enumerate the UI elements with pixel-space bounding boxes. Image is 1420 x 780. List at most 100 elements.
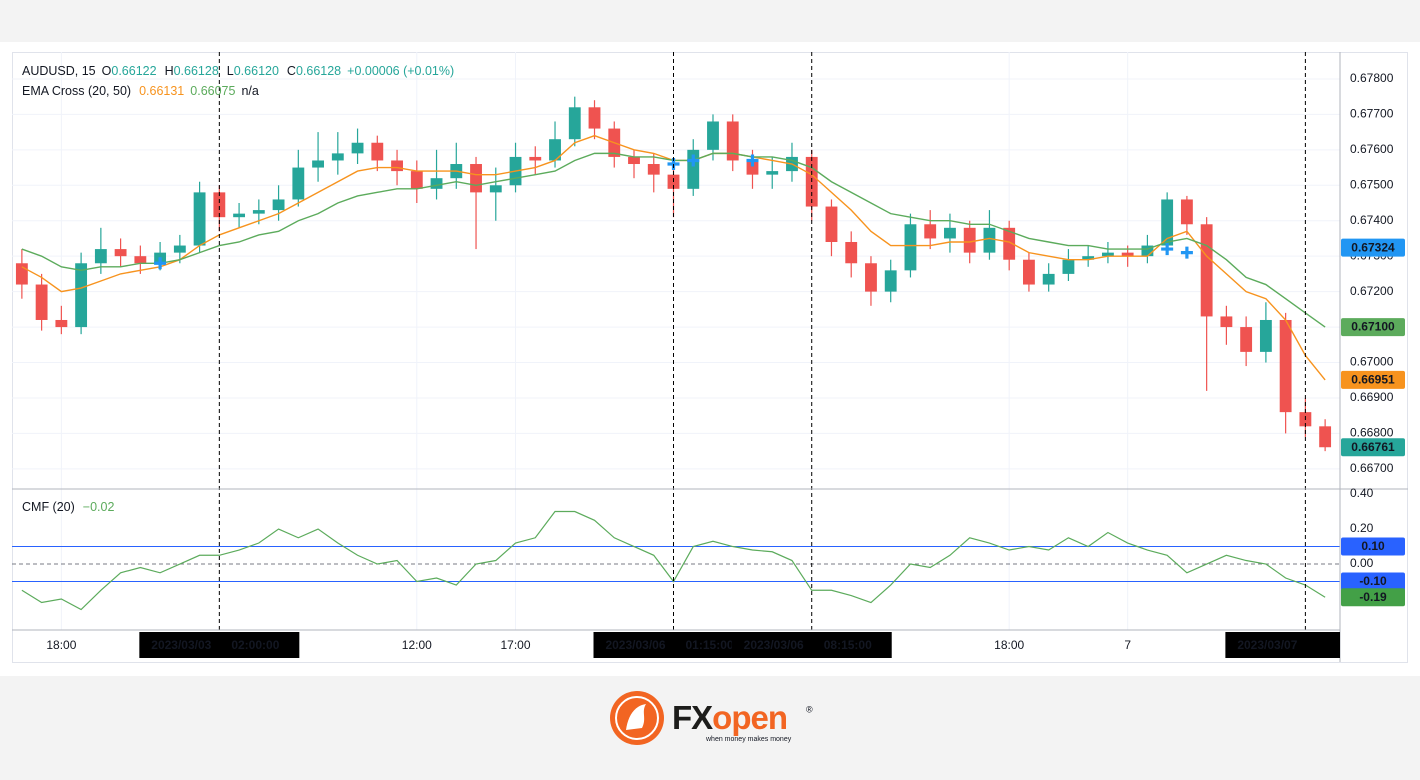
logo: FXopen ® when money makes money bbox=[610, 691, 813, 745]
ohlc-label: L bbox=[227, 64, 234, 78]
candle-body bbox=[845, 241, 858, 264]
crosshair-date: 2023/03/07 bbox=[1237, 638, 1297, 652]
candle-body bbox=[1240, 327, 1253, 352]
crosshair-time: 08:15:00 bbox=[824, 638, 872, 652]
cmf-line bbox=[21, 510, 1326, 611]
y-tick-label: 0.00 bbox=[1350, 556, 1374, 570]
candle-body bbox=[766, 171, 779, 175]
cross-marker bbox=[1161, 243, 1174, 256]
cross-marker bbox=[687, 154, 700, 167]
candle-body bbox=[1062, 259, 1075, 274]
candle-body bbox=[568, 107, 581, 140]
cross-marker bbox=[1180, 246, 1193, 259]
y-tick-label: 0.67400 bbox=[1350, 213, 1394, 227]
ohlc-label: O bbox=[102, 64, 112, 78]
series-last-label bbox=[1341, 370, 1405, 389]
series-last-label bbox=[1341, 318, 1405, 337]
candle-body bbox=[825, 206, 838, 242]
y-tick-label: 0.67800 bbox=[1350, 71, 1394, 85]
y-tick-label: 0.40 bbox=[1350, 486, 1374, 500]
indicator-value: 0.66131 bbox=[139, 84, 184, 98]
candle-body bbox=[1279, 319, 1292, 413]
candle-body bbox=[865, 263, 877, 292]
y-tick-label: 0.67000 bbox=[1350, 355, 1394, 369]
crosshair-label-box bbox=[593, 632, 754, 658]
candle-body bbox=[707, 121, 719, 150]
cmf-last-label bbox=[1341, 588, 1405, 607]
cross-marker bbox=[154, 257, 167, 270]
crosshair-label-box bbox=[139, 632, 300, 658]
ohlc-value: 0.66128 bbox=[174, 64, 219, 78]
cross-marker bbox=[746, 154, 759, 167]
x-tick-label: 12:00 bbox=[402, 638, 432, 652]
x-tick-label: 18:00 bbox=[994, 638, 1024, 652]
last-price-label-text: 0.66761 bbox=[1351, 440, 1395, 454]
level-label bbox=[1341, 572, 1405, 591]
candle-body bbox=[1121, 252, 1134, 257]
candle-body bbox=[272, 199, 285, 211]
last-price-label bbox=[1341, 438, 1405, 457]
candle-body bbox=[1200, 224, 1213, 317]
candle-body bbox=[371, 142, 384, 161]
logo-registered: ® bbox=[806, 704, 813, 714]
cmf-last-label-text: -0.19 bbox=[1359, 590, 1387, 604]
logo-tagline: when money makes money bbox=[705, 736, 792, 743]
candle-body bbox=[292, 167, 305, 200]
symbol: AUDUSD, 15 bbox=[22, 64, 96, 78]
candle-body bbox=[114, 249, 127, 257]
candle-body bbox=[963, 227, 976, 253]
price-legend: AUDUSD, 15 O0.66122 H0.66128 L0.66120 C0.661… bbox=[22, 64, 454, 78]
candle-body bbox=[94, 249, 107, 264]
candle-body bbox=[1180, 199, 1193, 225]
cmf-value: −0.02 bbox=[83, 500, 115, 514]
ohlc-label: H bbox=[165, 64, 174, 78]
candle-body bbox=[489, 185, 502, 193]
candle-body bbox=[549, 139, 561, 161]
candle-body bbox=[1082, 256, 1095, 260]
candle-body bbox=[884, 270, 897, 292]
y-tick-label: 0.67500 bbox=[1350, 177, 1394, 191]
y-tick-label: 0.67700 bbox=[1350, 107, 1394, 121]
candle-body bbox=[75, 263, 88, 328]
time-axis: 18:00 12:00 17:00 18:00 7 2023/03/03 02:00:00 2… bbox=[46, 632, 1340, 658]
x-tick-label: 7 bbox=[1124, 638, 1131, 652]
candle-body bbox=[55, 319, 68, 328]
candle-body bbox=[430, 178, 443, 189]
candle-body bbox=[529, 156, 542, 161]
candle-body bbox=[391, 160, 403, 172]
candle-body bbox=[1259, 319, 1272, 352]
plot bbox=[12, 52, 1340, 630]
candle-body bbox=[213, 192, 226, 218]
candle-body bbox=[134, 256, 147, 264]
indicator-title: EMA Cross (20, 50) bbox=[22, 84, 131, 98]
level-label bbox=[1341, 537, 1405, 556]
y-tick-label: 0.66900 bbox=[1350, 390, 1394, 404]
candle-body bbox=[687, 149, 700, 189]
y-tick-label: 0.67200 bbox=[1350, 284, 1394, 298]
candle-body bbox=[924, 224, 937, 239]
candle-body bbox=[410, 171, 423, 189]
candle-body bbox=[35, 284, 48, 320]
candle-body bbox=[1141, 245, 1154, 257]
candle-body bbox=[1319, 426, 1332, 448]
level-label-text: -0.10 bbox=[1359, 574, 1387, 588]
logo-emblem-ring bbox=[615, 696, 659, 740]
level-label-text: 0.10 bbox=[1361, 539, 1385, 553]
candle-body bbox=[1003, 227, 1016, 260]
grid bbox=[12, 52, 1340, 630]
logo-open: open bbox=[712, 699, 787, 736]
candle-body bbox=[233, 213, 246, 218]
candle-body bbox=[312, 160, 324, 168]
y-tick-label: 0.66700 bbox=[1350, 461, 1394, 475]
crosshair-date: 2023/03/06 bbox=[744, 638, 804, 652]
logo-emblem-figure bbox=[626, 704, 646, 730]
price-label bbox=[1341, 238, 1405, 257]
indicator-legend: EMA Cross (20, 50) 0.66131 0.66075 n/a bbox=[22, 84, 259, 98]
crosshair-time: 01:15:00 bbox=[686, 638, 734, 652]
y-tick-label: 0.20 bbox=[1350, 521, 1374, 535]
candle-body bbox=[983, 227, 996, 253]
candle-body bbox=[904, 224, 917, 271]
candle-body bbox=[252, 210, 265, 214]
candle-body bbox=[173, 245, 186, 253]
